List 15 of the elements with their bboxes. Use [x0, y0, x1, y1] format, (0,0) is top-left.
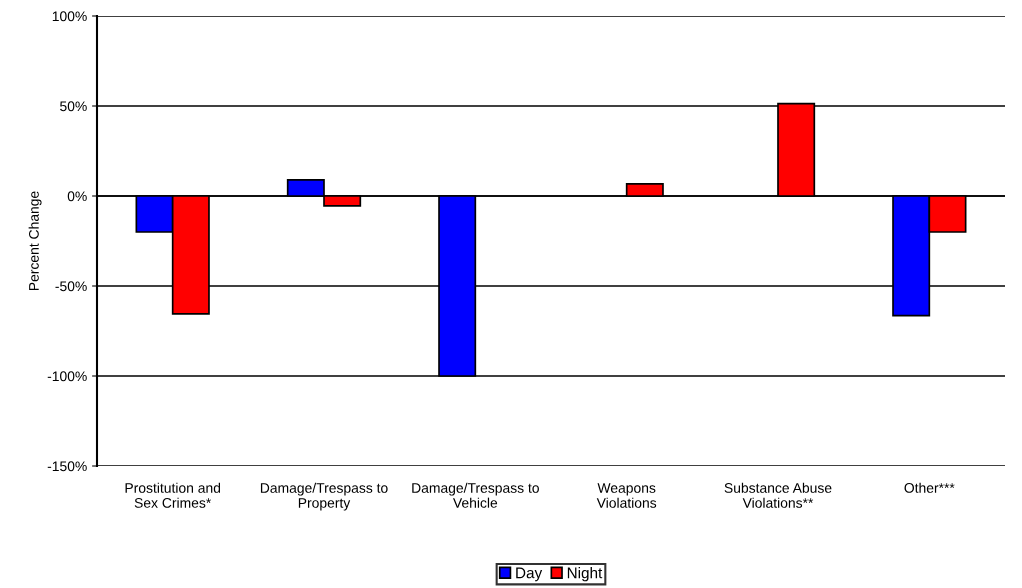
x-tick-label: Other***: [904, 482, 955, 493]
x-tick-label: Substance Abuse Violations**: [724, 482, 832, 508]
x-tick-label: Weapons Violations: [596, 483, 657, 508]
y-tick-label: 50%: [60, 101, 87, 112]
y-tick-label: 0%: [67, 191, 87, 202]
y-tick-label: -100%: [47, 371, 87, 382]
y-tick-label: -150%: [47, 461, 87, 472]
x-tick-label: Damage/Trespass to Vehicle: [412, 482, 539, 508]
legend-label: Day: [516, 567, 543, 582]
y-tick-label: 100%: [52, 11, 87, 22]
y-tick-label: -50%: [55, 281, 87, 292]
legend-label: Night: [567, 567, 603, 582]
x-tick-label: Damage/Trespass to Property: [260, 482, 388, 511]
x-tick-label: Prostitution and Sex Crimes*: [125, 482, 221, 508]
y-axis-title: Percent Change: [28, 191, 42, 291]
